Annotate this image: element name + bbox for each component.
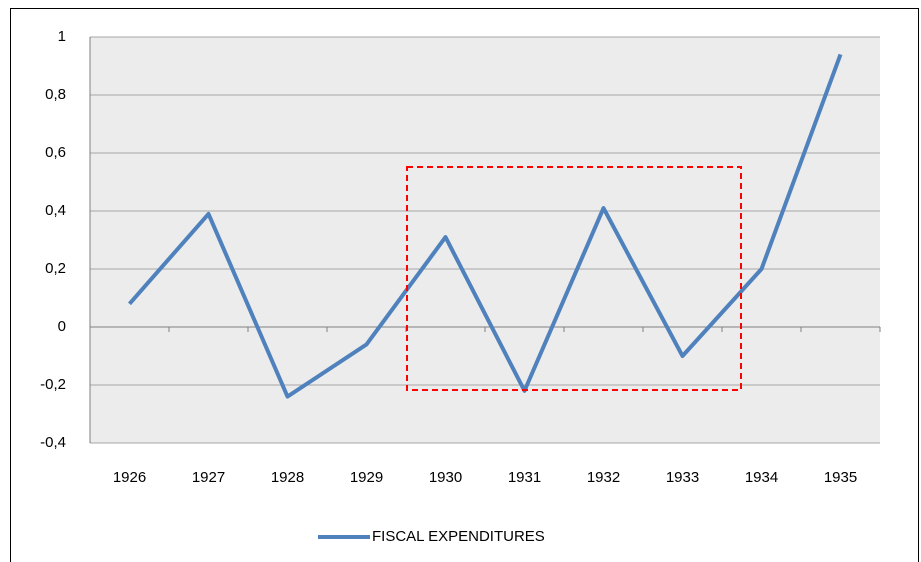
y-tick-label: 0,4 <box>45 202 66 219</box>
marks <box>127 53 843 399</box>
data-line <box>127 53 843 399</box>
highlight-box <box>406 166 742 391</box>
x-tick-label: 1927 <box>192 469 225 486</box>
y-tick-label: 0,6 <box>45 144 66 161</box>
y-tick-label: -0,2 <box>40 376 66 393</box>
x-tick-label: 1929 <box>350 469 383 486</box>
y-tick-label: -0,4 <box>40 434 66 451</box>
plot-area <box>90 37 880 443</box>
legend-label: FISCAL EXPENDITURES <box>372 528 545 545</box>
x-tick-label: 1926 <box>113 469 146 486</box>
y-tick-label: 0 <box>58 318 66 335</box>
x-tick-label: 1933 <box>666 469 699 486</box>
y-tick-label: 0,2 <box>45 260 66 277</box>
x-tick-label: 1928 <box>271 469 304 486</box>
grid <box>89 36 881 444</box>
x-tick-label: 1930 <box>429 469 462 486</box>
y-tick-label: 0,8 <box>45 86 66 103</box>
x-tick-label: 1931 <box>508 469 541 486</box>
x-tick-label: 1934 <box>745 469 778 486</box>
y-tick-label: 1 <box>58 28 66 45</box>
x-tick-label: 1935 <box>824 469 857 486</box>
x-tick-label: 1932 <box>587 469 620 486</box>
